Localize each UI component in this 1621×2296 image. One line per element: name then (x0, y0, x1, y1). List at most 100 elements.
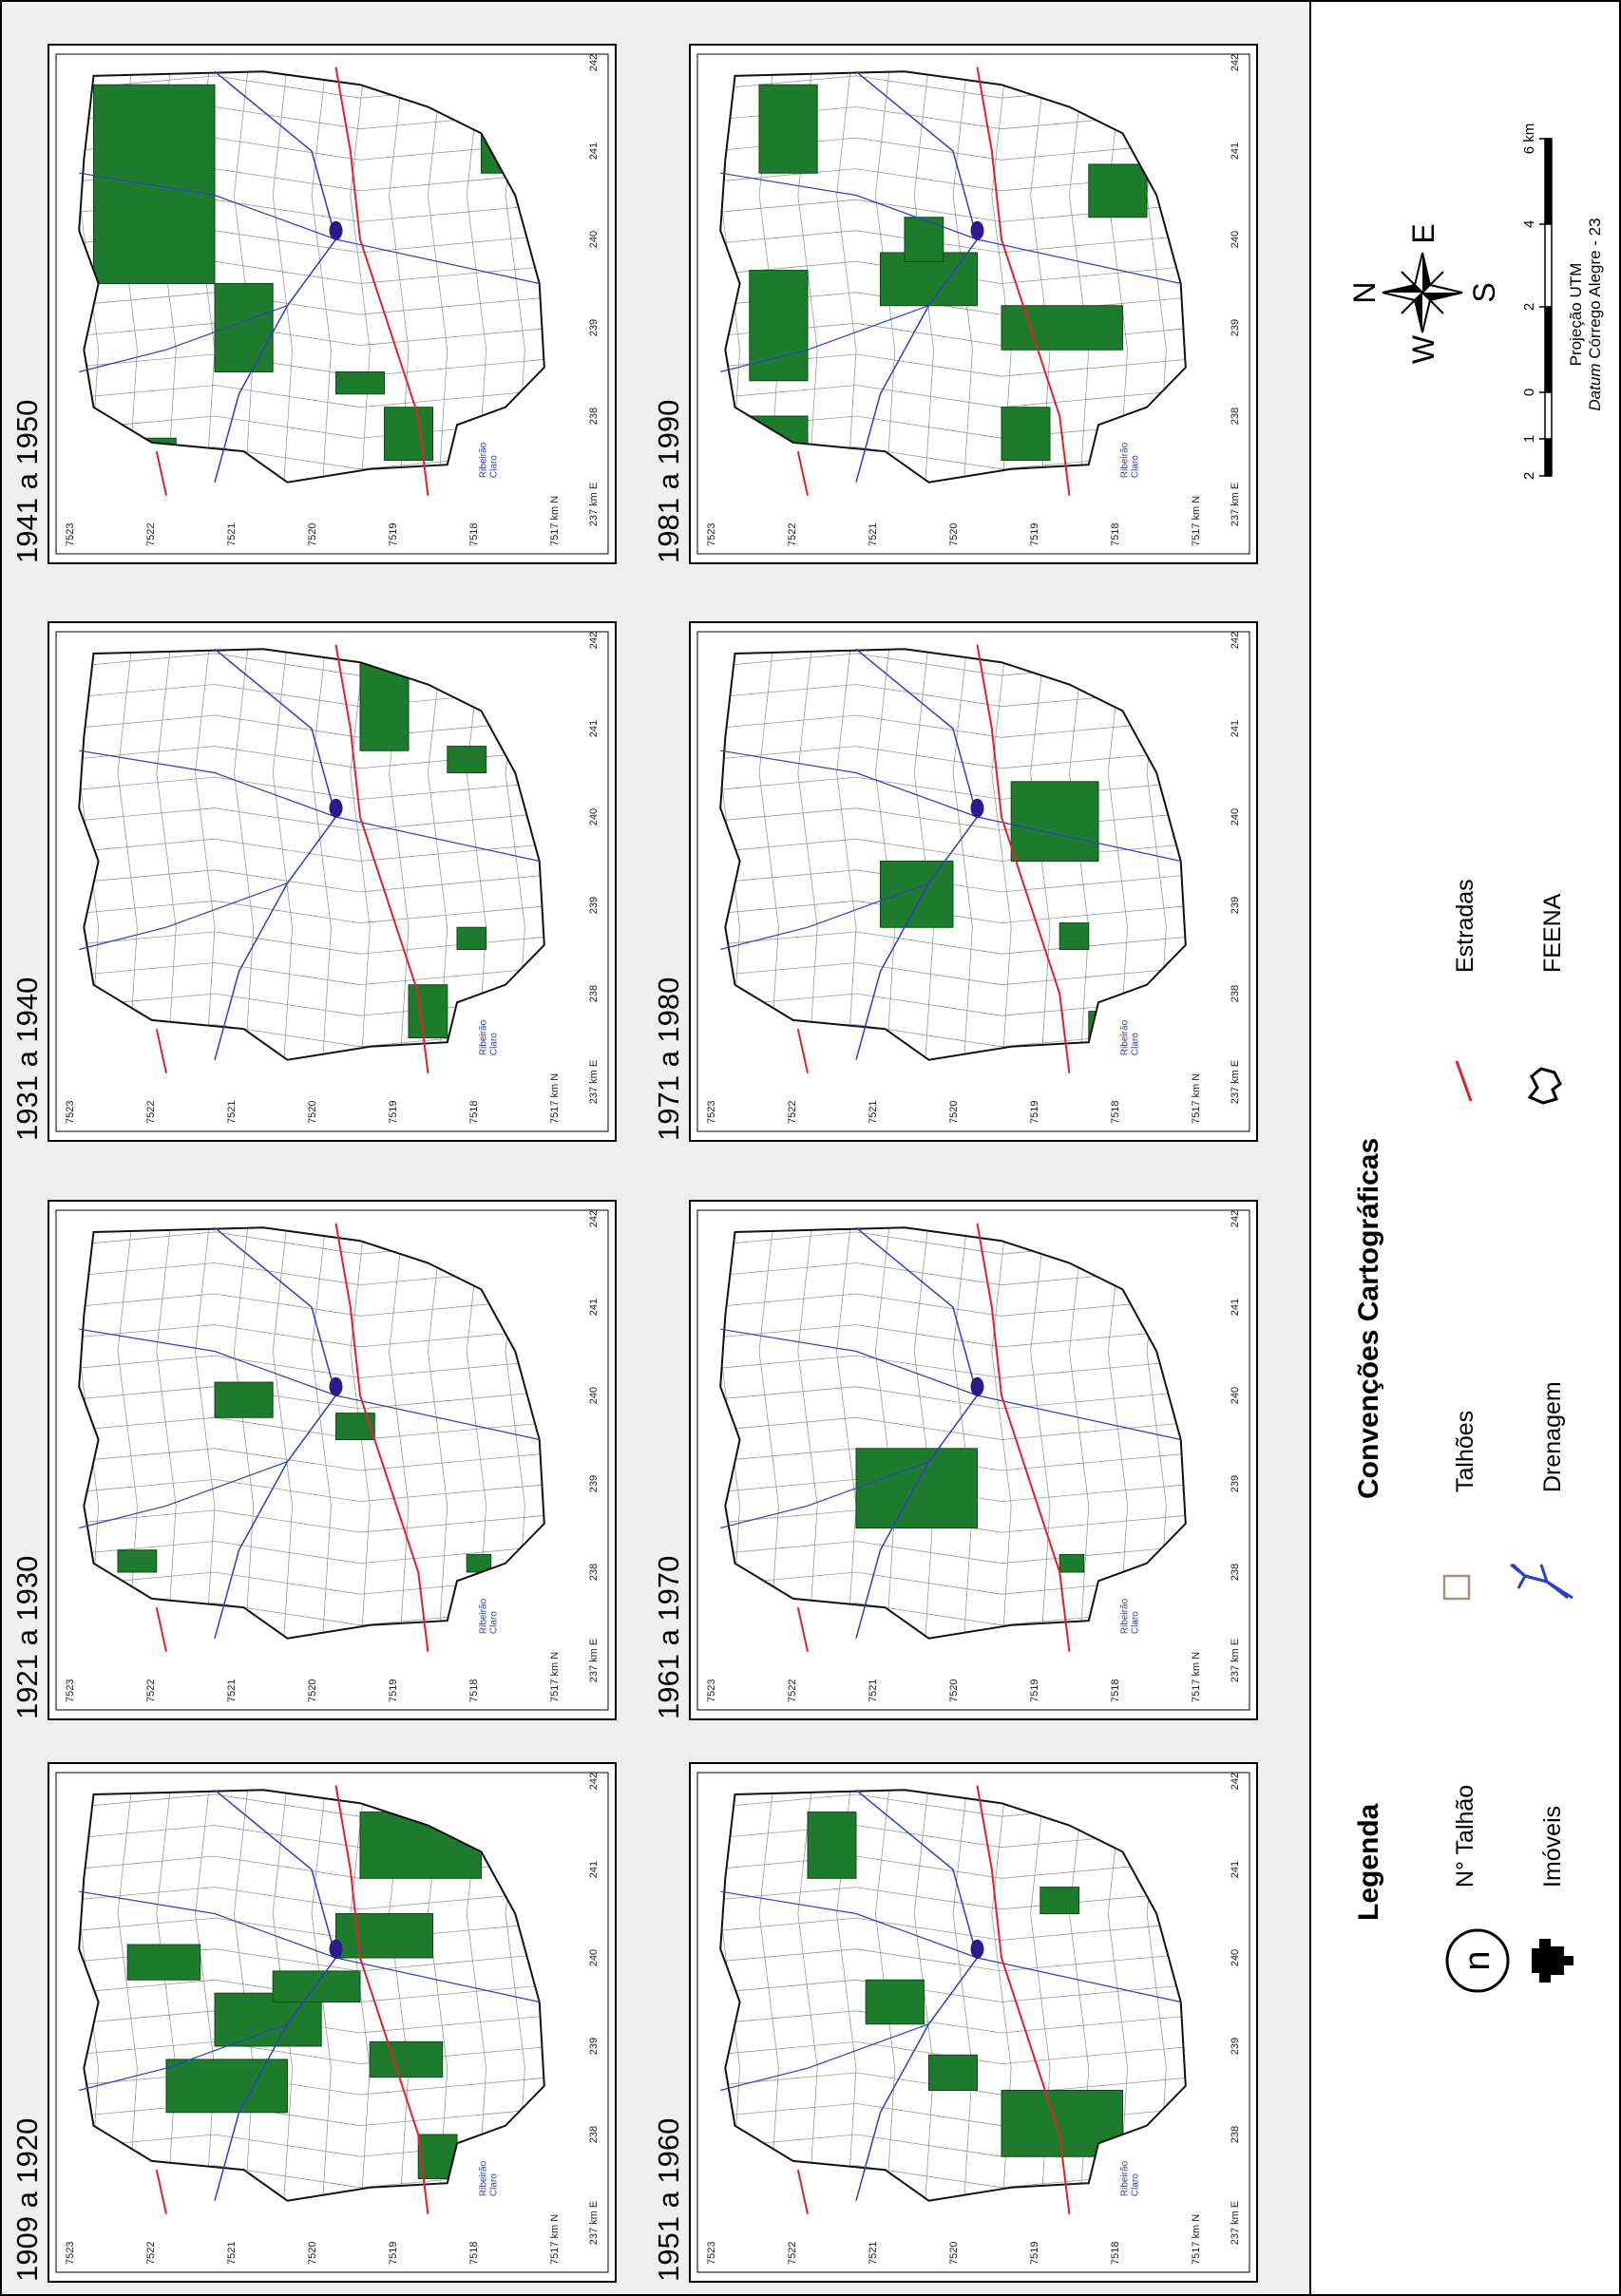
legend-symbol: n (1458, 1950, 1497, 1970)
northing-label: 7518 (1110, 1679, 1121, 1702)
stand-patch (118, 1550, 157, 1572)
river-label-line: Claro (489, 1611, 500, 1634)
northing-label: 7518 (468, 2242, 480, 2265)
easting-label: 238 (588, 408, 600, 425)
easting-label: 238 (1230, 2126, 1241, 2143)
map-panel: 1941 a 1950RibeirãoClaro7523752275217520… (10, 45, 616, 563)
easting-label: 240 (588, 231, 600, 248)
easting-label: 242 (1230, 1210, 1241, 1227)
easting-label: 242 (1230, 54, 1241, 71)
compass-e: E (1406, 223, 1440, 243)
stand-patch (929, 2055, 978, 2090)
northing-label: 7523 (65, 1679, 76, 1702)
northing-label: 7520 (307, 523, 318, 546)
northing-label: 7523 (706, 1101, 717, 1124)
northing-label: 7519 (388, 523, 399, 546)
easting-label: 240 (588, 808, 600, 825)
scale-segment (1545, 439, 1552, 476)
convention-item: Estradas (1452, 879, 1478, 973)
scale-label: 2 (1521, 472, 1537, 480)
easting-label: 240 (1230, 1387, 1241, 1404)
river-label-line: Claro (1131, 2173, 1141, 2196)
northing-label: 7518 (1110, 523, 1121, 546)
scale-label: 0 (1521, 389, 1537, 396)
river-label-line: Ribeirão (479, 1598, 489, 1634)
panel-title: 1921 a 1930 (10, 1556, 44, 1719)
stand-patch (1011, 782, 1098, 862)
northing-label: 7519 (388, 2242, 399, 2265)
datum-italic: Datum (1586, 364, 1604, 411)
compass-w: W (1406, 334, 1440, 364)
northing-label: 7519 (1029, 2242, 1040, 2265)
easting-label: 237 km E (1230, 1639, 1241, 1682)
easting-label: 240 (588, 1949, 600, 1966)
river-label-line: Claro (489, 455, 500, 478)
panel-title: 1909 a 1920 (10, 2118, 44, 2282)
stand-patch (457, 927, 486, 949)
easting-label: 239 (1230, 2038, 1241, 2055)
easting-label: 242 (1230, 632, 1241, 649)
scale-label: 4 (1521, 220, 1537, 228)
stand-patch (336, 1914, 433, 1959)
easting-label: 237 km E (1230, 1060, 1241, 1104)
northing-label: 7519 (1029, 1679, 1040, 1702)
lake (330, 1940, 343, 1959)
stand-patch (94, 85, 216, 283)
stand-patch (215, 284, 273, 372)
stand-patch (1001, 408, 1050, 461)
conventions-title: Convenções Cartográficas (1353, 1138, 1384, 1499)
easting-label: 238 (1230, 1564, 1241, 1581)
easting-label: 238 (588, 985, 600, 1002)
stand-patch (127, 1945, 200, 1980)
northing-label: 7520 (307, 1679, 318, 1702)
northing-label: 7519 (388, 1679, 399, 1702)
easting-label: 241 (1230, 1299, 1241, 1316)
northing-label: 7522 (145, 1101, 157, 1124)
stand-patch (1059, 923, 1089, 950)
stand-patch (409, 985, 448, 1038)
easting-label: 238 (588, 2126, 600, 2143)
northing-label: 7521 (226, 2242, 238, 2265)
page: Mapas html, body { margin: 0; padding: 0… (0, 0, 1621, 2296)
northing-label: 7517 km N (549, 1073, 561, 1124)
datum-rest: Córrego Alegre - 23 (1586, 218, 1604, 358)
panel-title: 1971 a 1980 (652, 977, 685, 1141)
northing-label: 7523 (706, 2242, 717, 2265)
scale-segment (1545, 307, 1552, 392)
stand-patch (166, 2059, 288, 2113)
northing-label: 7518 (1110, 1101, 1121, 1124)
legend-item: N° Talhão (1452, 1785, 1478, 1888)
convention-item: Drenagem (1539, 1381, 1566, 1492)
northing-label: 7517 km N (549, 496, 561, 546)
legend-item: Imóveis (1539, 1806, 1566, 1888)
easting-label: 239 (1230, 1475, 1241, 1492)
map-panel: 1931 a 1940RibeirãoClaro7523752275217520… (10, 622, 616, 1141)
easting-label: 241 (588, 142, 600, 160)
northing-label: 7519 (1029, 523, 1040, 546)
northing-label: 7522 (145, 1679, 157, 1702)
river-label-line: Ribeirão (479, 2160, 489, 2196)
river-label-line: Ribeirão (1120, 1019, 1131, 1055)
northing-label: 7522 (145, 523, 157, 546)
lake (330, 799, 343, 818)
stand-patch (1059, 1554, 1084, 1572)
northing-label: 7521 (226, 1101, 238, 1124)
northing-label: 7523 (65, 1101, 76, 1124)
northing-label: 7517 km N (1191, 1073, 1202, 1124)
northing-label: 7517 km N (1191, 496, 1202, 546)
northing-label: 7521 (868, 1679, 879, 1702)
northing-label: 7520 (948, 2242, 960, 2265)
stand-patch (750, 271, 808, 381)
stand-patch (385, 408, 433, 461)
lake (971, 1940, 984, 1959)
stand-patch (759, 85, 817, 173)
river-label-line: Ribeirão (1120, 1598, 1131, 1634)
stand-patch (215, 1382, 273, 1417)
northing-label: 7523 (706, 1679, 717, 1702)
stand-patch (448, 747, 486, 773)
northing-label: 7520 (307, 1101, 318, 1124)
datum: Datum Córrego Alegre - 23 (1586, 218, 1604, 410)
stand-patch (905, 218, 944, 262)
easting-label: 238 (1230, 985, 1241, 1002)
northing-label: 7518 (468, 1679, 480, 1702)
